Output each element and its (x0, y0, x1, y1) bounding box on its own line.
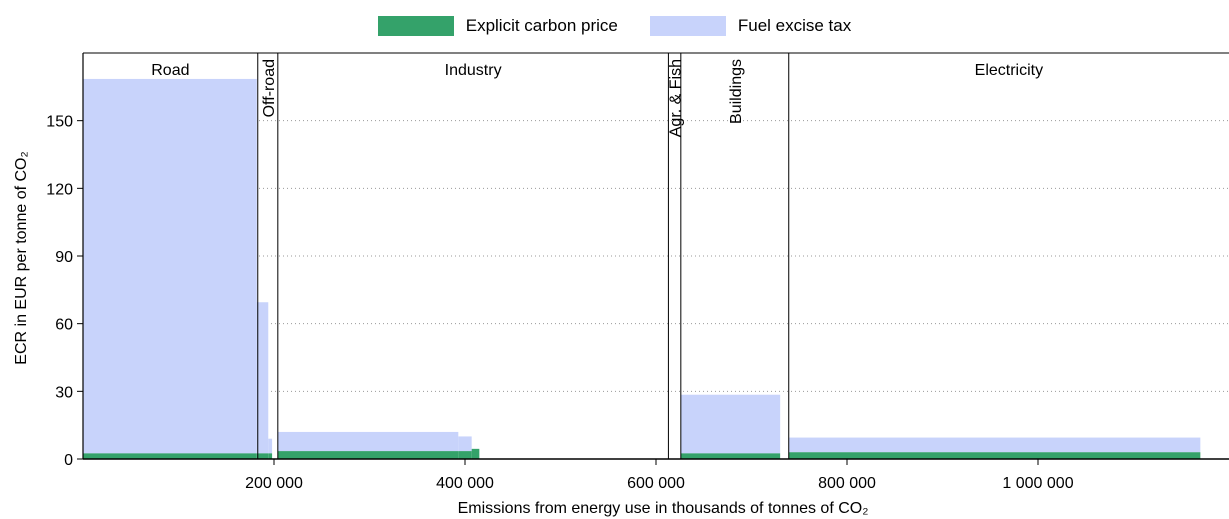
sector-label: Industry (445, 62, 502, 79)
x-tick-label: 400 000 (436, 475, 494, 492)
gridlines (83, 120, 1229, 392)
bar-fuel-excise (788, 437, 1201, 453)
bar-carbon-price (268, 453, 273, 459)
x-tick-label: 800 000 (818, 475, 876, 492)
x-axis-label: Emissions from energy use in thousands o… (457, 500, 869, 517)
sector-label: Agr. & Fish (668, 59, 685, 137)
y-tick-label: 30 (55, 384, 73, 401)
bar-carbon-price (277, 451, 459, 459)
x-tick-label: 200 000 (245, 475, 303, 492)
legend-swatch-carbon (377, 16, 454, 36)
x-tick-label: 600 000 (627, 475, 685, 492)
bar-fuel-excise (277, 431, 459, 452)
bar-carbon-price (256, 453, 269, 459)
sector-dividers (257, 53, 790, 459)
legend: Explicit carbon price Fuel excise tax (0, 16, 1229, 36)
y-tick-label: 60 (55, 317, 73, 334)
bar-fuel-excise (268, 438, 273, 454)
legend-label-excise: Fuel excise tax (737, 16, 852, 35)
sector-label: Road (151, 62, 189, 79)
bar-fuel-excise (458, 436, 472, 452)
y-axis-label: ECR in EUR per tonne of CO₂ (13, 151, 30, 365)
sector-label: Electricity (975, 62, 1043, 79)
bar-carbon-price (471, 448, 480, 459)
bar-fuel-excise (256, 302, 269, 454)
x-tick-label: 1 000 000 (1002, 475, 1073, 492)
y-tick-label: 150 (46, 114, 73, 131)
bars (83, 78, 1201, 459)
bar-carbon-price (83, 453, 257, 459)
bar-carbon-price (458, 451, 472, 459)
bar-carbon-price (680, 453, 781, 459)
axes: 0 30 60 90 120 150 200 000 400 000 600 000 800 00… (46, 52, 1229, 492)
y-tick-label: 120 (46, 181, 73, 198)
legend-label-carbon: Explicit carbon price (465, 16, 618, 35)
bar-fuel-excise (680, 394, 781, 454)
legend-swatch-excise (649, 16, 726, 36)
sector-label: Off-road (261, 59, 278, 117)
legend-item-carbon[interactable]: Explicit carbon price (377, 16, 618, 36)
y-tick-label: 0 (64, 452, 73, 469)
bar-carbon-price (788, 452, 1201, 459)
sector-labels: Road Off-road Industry Agr. & Fish Buildings… (151, 59, 1043, 137)
bar-fuel-excise (83, 78, 257, 454)
sector-label: Buildings (728, 59, 745, 124)
y-tick-label: 90 (55, 249, 73, 266)
legend-item-excise[interactable]: Fuel excise tax (649, 16, 852, 36)
